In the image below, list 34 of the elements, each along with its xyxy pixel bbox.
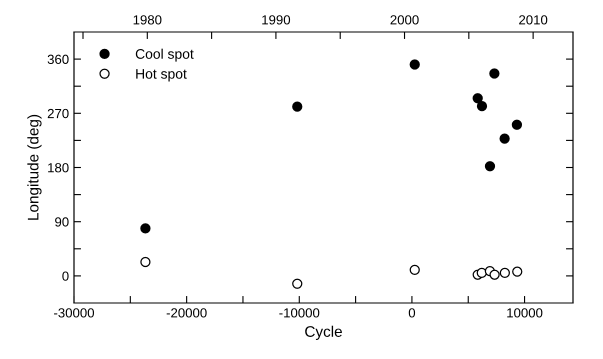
point [512, 120, 522, 130]
x2-tick-label: 2010 [519, 15, 548, 25]
point [410, 264, 420, 276]
x-tick-label: -30000 [54, 308, 94, 318]
x2-tick-label: 2000 [390, 15, 419, 25]
y-axis-title: Longitude (deg) [27, 114, 42, 220]
y-tick-label: 0 [62, 271, 69, 281]
x2-tick-label: 1990 [262, 15, 290, 25]
point [500, 133, 510, 144]
point [472, 93, 483, 104]
x2-tick-label: 1980 [134, 15, 162, 25]
point [292, 278, 302, 289]
point [512, 266, 522, 277]
legend-label: Cool spot [136, 48, 194, 62]
y-tick-label: 180 [48, 163, 69, 172]
y-tick-label: 360 [48, 54, 69, 64]
point [140, 223, 151, 234]
point [484, 161, 496, 172]
x-tick-label: 10000 [507, 308, 542, 318]
x-tick-label: -10000 [279, 308, 320, 318]
point [489, 68, 500, 79]
point [292, 102, 302, 112]
y-tick-label: 90 [55, 217, 69, 227]
point [500, 268, 510, 278]
point [140, 256, 151, 268]
x-axis-title: Cycle [305, 326, 342, 340]
y-tick-label: 270 [48, 108, 69, 118]
x-tick-label: 0 [408, 308, 416, 318]
point [476, 268, 487, 278]
point [476, 100, 488, 112]
x-tick-label: -20000 [166, 308, 207, 318]
legend-label: Hot spot [136, 69, 187, 82]
point [410, 59, 420, 70]
point [489, 270, 500, 280]
